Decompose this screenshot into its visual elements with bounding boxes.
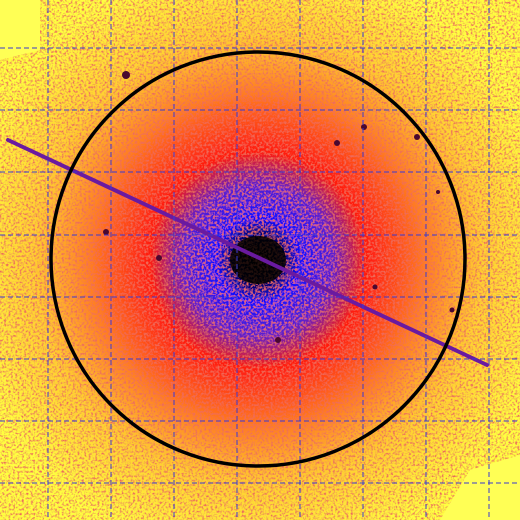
star bbox=[361, 124, 367, 130]
star bbox=[334, 140, 340, 146]
star bbox=[449, 307, 455, 313]
star bbox=[122, 71, 130, 79]
aperture-circle bbox=[49, 50, 467, 468]
star bbox=[436, 190, 440, 194]
satellite-trail bbox=[6, 138, 489, 367]
galaxy-core bbox=[230, 236, 286, 284]
star bbox=[372, 284, 378, 290]
star bbox=[156, 255, 162, 261]
star bbox=[103, 229, 109, 235]
star bbox=[275, 337, 281, 343]
star bbox=[414, 134, 420, 140]
